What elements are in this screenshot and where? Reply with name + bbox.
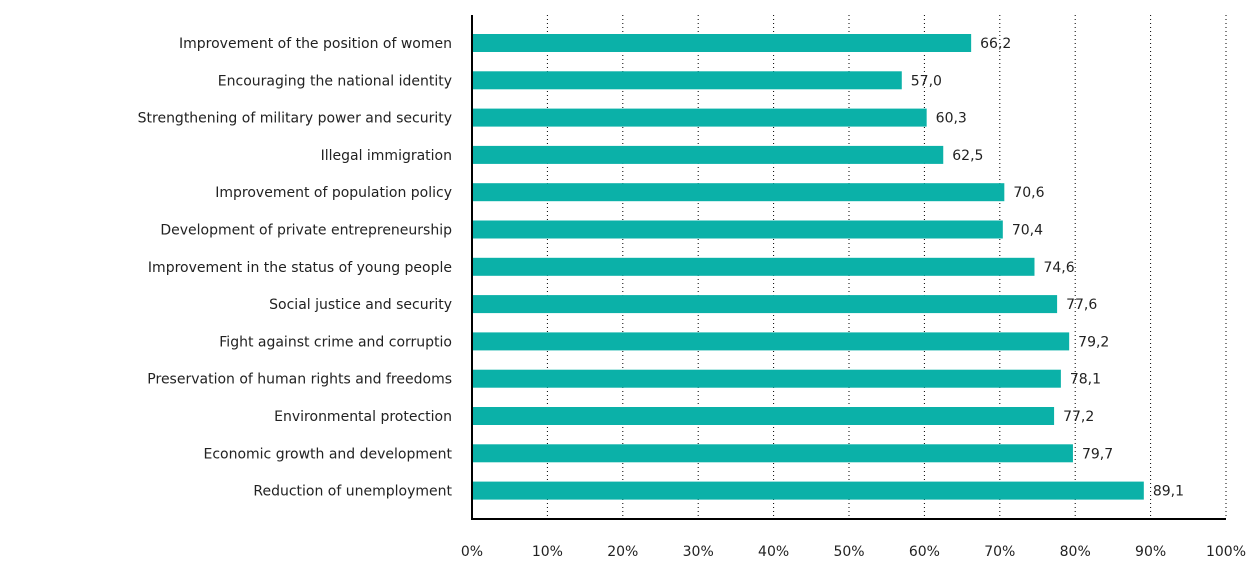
bar	[472, 295, 1058, 314]
category-label: Economic growth and development	[203, 446, 452, 462]
bar	[472, 34, 972, 52]
category-label: Environmental protection	[274, 409, 452, 425]
value-label: 57,0	[911, 73, 942, 89]
bars	[472, 34, 1144, 500]
x-tick-label: 70%	[984, 544, 1015, 560]
value-label: 60,3	[936, 111, 967, 127]
x-tick-label: 40%	[758, 544, 789, 560]
x-tick-label: 100%	[1206, 544, 1246, 560]
bar	[472, 444, 1073, 463]
bar	[472, 257, 1035, 276]
bar	[472, 220, 1003, 239]
category-label: Encouraging the national identity	[218, 73, 452, 89]
value-label: 70,6	[1013, 185, 1044, 201]
category-label: Strengthening of military power and secu…	[138, 111, 452, 127]
bar	[472, 145, 944, 164]
bar	[472, 407, 1055, 425]
x-tick-label: 50%	[833, 544, 864, 560]
category-label: Improvement in the status of young peopl…	[148, 260, 452, 276]
category-labels: Improvement of the position of women Enco…	[138, 36, 453, 500]
value-label: 89,1	[1153, 484, 1184, 500]
x-tick-label: 80%	[1060, 544, 1091, 560]
x-tick-label: 20%	[607, 544, 638, 560]
value-label: 79,2	[1078, 334, 1109, 350]
axes	[471, 15, 1226, 520]
bar	[472, 481, 1144, 500]
x-tick-label: 10%	[532, 544, 563, 560]
value-label: 79,7	[1082, 446, 1113, 462]
bar	[472, 332, 1070, 351]
category-label: Fight against crime and corruptio	[219, 334, 452, 350]
value-label: 77,6	[1066, 297, 1097, 313]
category-label: Illegal immigration	[321, 148, 452, 164]
bar	[472, 183, 1005, 202]
category-label: Preservation of human rights and freedom…	[147, 372, 452, 388]
x-tick-labels: 0% 10% 20% 30% 40% 50% 60% 70% 80% 90% 100%	[461, 544, 1246, 560]
x-tick-label: 0%	[461, 544, 483, 560]
category-label: Improvement of the position of women	[179, 36, 452, 52]
bar	[472, 108, 927, 127]
value-label: 62,5	[952, 148, 983, 164]
value-label: 77,2	[1063, 409, 1094, 425]
category-label: Social justice and security	[269, 297, 452, 313]
value-label: 78,1	[1070, 372, 1101, 388]
bar	[472, 369, 1061, 388]
bar	[472, 71, 902, 90]
x-tick-label: 90%	[1135, 544, 1166, 560]
value-label: 70,4	[1012, 223, 1043, 239]
x-tick-label: 30%	[683, 544, 714, 560]
value-label: 66,2	[980, 36, 1011, 52]
x-tick-label: 60%	[909, 544, 940, 560]
category-label: Improvement of population policy	[215, 185, 452, 201]
value-labels: 66,2 57,0 60,3 62,5 70,6 70,4 74,6 77,6 79,2 78,1…	[911, 36, 1184, 500]
category-label: Reduction of unemployment	[253, 484, 452, 500]
value-label: 74,6	[1043, 260, 1074, 276]
category-label: Development of private entrepreneurship	[160, 223, 452, 239]
